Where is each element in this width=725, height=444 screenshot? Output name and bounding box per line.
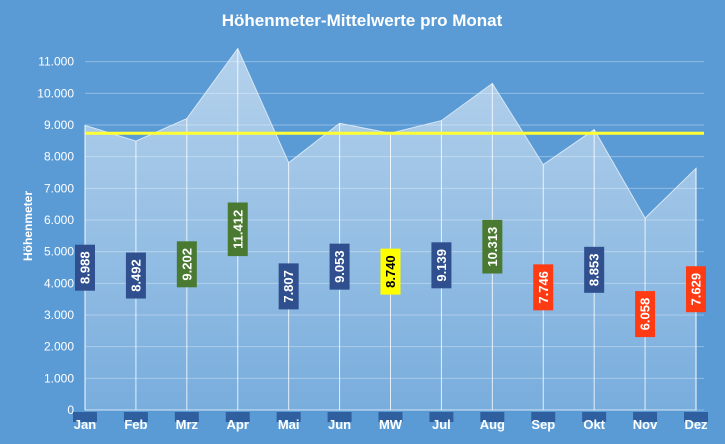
x-axis-ticks: Jan Feb Mrz Apr Mai Jun MW Jul Aug Sep Okt Nov Dez	[73, 412, 708, 432]
data-label: 8.740	[380, 248, 401, 295]
y-tick-label: 6.000	[44, 213, 74, 227]
data-label: 8.492	[125, 252, 146, 299]
data-label: 6.058	[635, 291, 656, 338]
x-tick-label: Apr	[227, 417, 249, 432]
x-tick-label: Mrz	[176, 417, 199, 432]
x-tick-label: Nov	[633, 417, 658, 432]
x-tick-marker	[429, 412, 454, 422]
y-tick-label: 11.000	[38, 55, 74, 69]
data-label-box	[227, 202, 248, 257]
data-label-text: 6.058	[638, 298, 653, 331]
x-tick-marker	[531, 412, 556, 422]
data-label: 11.412	[227, 202, 248, 257]
x-tick-label: Aug	[480, 417, 505, 432]
x-tick-marker	[123, 412, 148, 422]
data-label-text: 7.746	[536, 271, 551, 304]
y-tick-label: 2.000	[44, 340, 74, 354]
data-label-box	[686, 266, 706, 313]
x-tick-marker	[378, 412, 403, 422]
x-tick-marker	[73, 412, 97, 422]
x-tick-label: Okt	[583, 417, 605, 432]
data-label-text: 8.988	[78, 251, 93, 284]
data-label: 7.629	[686, 266, 706, 313]
y-tick-label: 7.000	[44, 181, 74, 195]
data-label: 7.807	[278, 263, 299, 310]
data-label-text: 10.313	[485, 227, 500, 267]
data-label-text: 7.807	[281, 270, 296, 303]
x-tick-label: Jan	[74, 417, 96, 432]
data-label-box	[431, 242, 452, 289]
y-tick-label: 1.000	[44, 371, 74, 385]
x-tick-marker	[582, 412, 607, 422]
data-label-box	[482, 219, 503, 274]
data-label: 8.988	[75, 244, 95, 291]
x-tick-label: Jul	[432, 417, 451, 432]
data-label-box	[176, 241, 197, 288]
x-tick-label: Jun	[328, 417, 351, 432]
data-label: 7.746	[533, 264, 554, 311]
data-label-box	[584, 246, 605, 293]
data-label-box	[329, 243, 350, 290]
data-label-text: 11.412	[230, 210, 245, 249]
data-label-box	[380, 248, 401, 295]
x-tick-label: Feb	[124, 417, 147, 432]
data-label: 9.139	[431, 242, 452, 289]
data-label-box	[533, 264, 554, 311]
x-tick-label: Mai	[278, 417, 300, 432]
x-tick-marker	[174, 412, 199, 422]
x-tick-label: MW	[379, 417, 403, 432]
x-tick-marker	[684, 412, 708, 422]
y-tick-label: 8.000	[44, 150, 74, 164]
y-tick-label: 10.000	[37, 86, 74, 100]
y-axis-title: Höhenmeter	[21, 191, 35, 261]
x-tick-label: Dez	[684, 417, 708, 432]
y-tick-label: 4.000	[44, 276, 74, 290]
y-tick-label: 3.000	[44, 308, 74, 322]
x-tick-marker	[327, 412, 352, 422]
chart-title: Höhenmeter-Mittelwerte pro Monat	[222, 11, 503, 30]
data-label: 8.853	[584, 246, 605, 293]
x-tick-marker	[276, 412, 301, 422]
data-label-text: 8.492	[128, 259, 143, 292]
y-tick-label: 5.000	[44, 245, 74, 259]
data-label-text: 9.202	[179, 248, 194, 281]
data-label-box	[635, 291, 656, 338]
x-tick-marker	[225, 412, 250, 422]
data-label-text: 9.139	[434, 249, 449, 282]
data-label-box	[125, 252, 146, 299]
data-label: 9.053	[329, 243, 350, 290]
data-label-text: 9.053	[332, 250, 347, 283]
data-label-box	[278, 263, 299, 310]
data-labels: 8.988 8.492 9.202 11.412 7.807 9.053 8.740 9.13…	[75, 202, 706, 338]
y-tick-label: 9.000	[44, 118, 74, 132]
y-tick-label: 0	[67, 403, 74, 417]
data-label: 10.313	[482, 219, 503, 274]
x-tick-marker	[480, 412, 505, 422]
x-tick-marker	[633, 412, 658, 422]
y-axis-ticks: 0 1.000 2.000 3.000 4.000 5.000 6.000 7.000 8.00…	[37, 55, 74, 417]
data-label-text: 8.853	[587, 254, 602, 287]
x-tick-label: Sep	[531, 417, 555, 432]
data-label: 9.202	[176, 241, 197, 288]
data-label-text: 8.740	[383, 255, 398, 288]
data-label-box	[75, 244, 95, 291]
data-label-text: 7.629	[689, 273, 704, 306]
